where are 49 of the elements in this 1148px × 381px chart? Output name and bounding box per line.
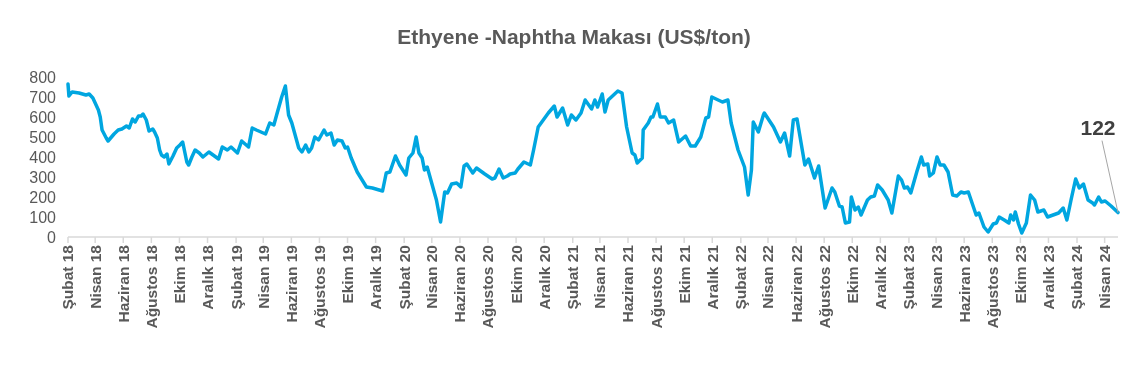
x-tick-label: Şubat 21 bbox=[564, 244, 582, 310]
x-tick-label: Ağustos 19 bbox=[310, 244, 328, 329]
x-tick-label: Haziran 21 bbox=[619, 244, 637, 323]
y-tick-label: 300 bbox=[29, 168, 57, 186]
x-tick-label: Ekim 20 bbox=[507, 245, 525, 304]
y-tick-label: 200 bbox=[29, 188, 57, 206]
x-tick-label: Ekim 19 bbox=[338, 244, 356, 304]
x-tick-label: Aralık 22 bbox=[871, 245, 889, 310]
x-tick-label: Şubat 23 bbox=[900, 244, 918, 310]
y-tick-label: 400 bbox=[29, 148, 57, 166]
x-tick-label: Ağustos 18 bbox=[142, 244, 160, 329]
x-tick-label: Haziran 23 bbox=[955, 244, 973, 323]
x-tick-label: Ağustos 21 bbox=[647, 244, 665, 329]
x-tick-label: Aralık 21 bbox=[703, 244, 721, 310]
x-tick-label: Haziran 18 bbox=[114, 244, 132, 323]
y-tick-label: 100 bbox=[29, 208, 57, 226]
y-tick-label: 600 bbox=[29, 108, 57, 126]
x-tick-label: Haziran 19 bbox=[282, 244, 300, 323]
x-tick-label: Nisan 21 bbox=[591, 244, 609, 309]
x-tick-label: Ekim 18 bbox=[170, 244, 188, 304]
x-tick-label: Ekim 22 bbox=[843, 245, 861, 304]
x-tick-label: Ekim 21 bbox=[675, 244, 693, 304]
x-tick-label: Şubat 20 bbox=[395, 245, 413, 310]
x-tick-label: Nisan 18 bbox=[86, 244, 104, 309]
x-tick-label: Ağustos 22 bbox=[815, 245, 833, 329]
x-tick-label: Şubat 24 bbox=[1068, 244, 1086, 310]
x-tick-label: Haziran 20 bbox=[451, 245, 469, 323]
x-tick-label: Şubat 19 bbox=[227, 244, 245, 310]
y-tick-label: 0 bbox=[47, 228, 57, 246]
x-tick-label: Şubat 18 bbox=[59, 244, 77, 310]
x-tick-label: Aralık 23 bbox=[1039, 244, 1057, 310]
x-tick-label: Nisan 24 bbox=[1096, 244, 1114, 309]
x-tick-label: Aralık 18 bbox=[198, 244, 216, 310]
x-tick-label: Ağustos 20 bbox=[479, 245, 497, 329]
chart-title: Ethyene -Naphtha Makası (US$/ton) bbox=[397, 25, 751, 48]
y-tick-label: 800 bbox=[29, 68, 57, 86]
x-tick-label: Haziran 22 bbox=[787, 245, 805, 323]
x-tick-label: Ağustos 23 bbox=[983, 244, 1001, 329]
x-tick-label: Nisan 20 bbox=[423, 245, 441, 309]
x-tick-label: Ekim 23 bbox=[1011, 244, 1029, 304]
x-tick-label: Nisan 22 bbox=[759, 245, 777, 309]
x-tick-label: Aralık 19 bbox=[367, 244, 385, 310]
x-tick-label: Şubat 22 bbox=[732, 245, 750, 310]
y-tick-label: 700 bbox=[29, 88, 57, 106]
x-tick-label: Aralık 20 bbox=[535, 245, 553, 310]
x-tick-label: Nisan 23 bbox=[927, 244, 945, 309]
annotation: 122 bbox=[1080, 115, 1116, 139]
x-tick-label: Nisan 19 bbox=[254, 244, 272, 309]
y-tick-label: 500 bbox=[29, 128, 57, 146]
